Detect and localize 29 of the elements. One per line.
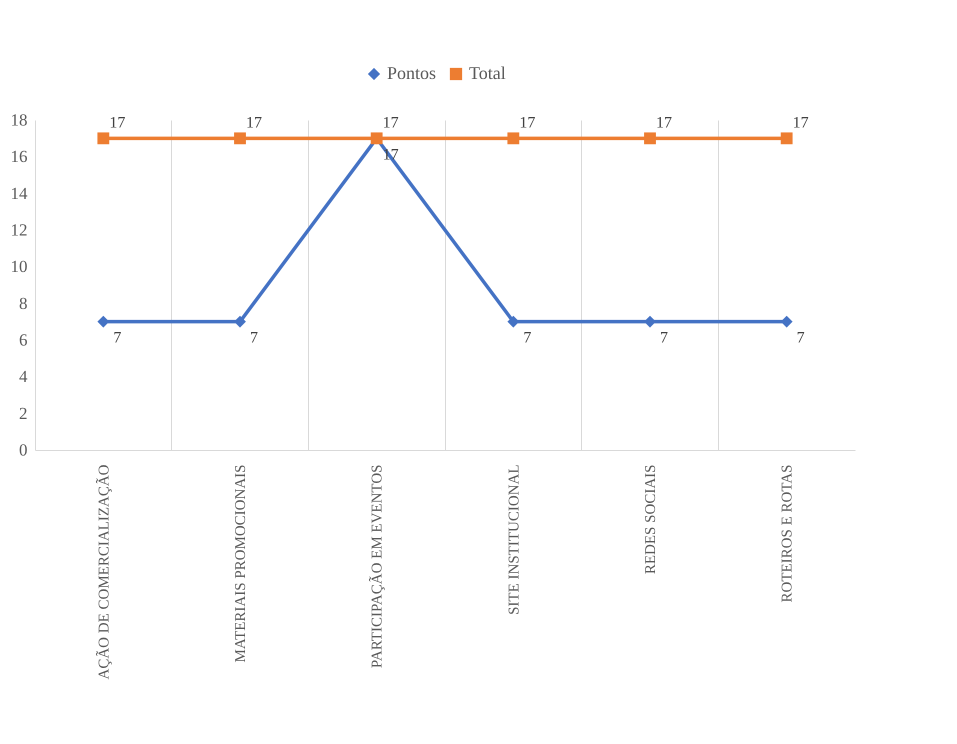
x-tick-label: MATERIAIS PROMOCIONAIS	[233, 464, 249, 662]
y-tick-label: 12	[10, 220, 28, 240]
data-label: 17	[519, 114, 536, 132]
y-tick-label: 14	[10, 184, 28, 203]
data-label: 17	[246, 114, 262, 132]
data-label: 7	[250, 330, 258, 347]
legend-label: Total	[469, 63, 506, 83]
data-label: 17	[382, 114, 399, 132]
y-tick-label: 8	[19, 294, 28, 313]
data-label: 17	[792, 114, 809, 132]
y-tick-label: 10	[10, 257, 28, 276]
y-tick-label: 16	[10, 147, 28, 166]
y-tick-label: 18	[10, 110, 28, 130]
legend-label: Pontos	[387, 63, 436, 83]
x-tick-label: PARTICIPAÇÃO EM EVENTOS	[368, 464, 386, 668]
data-label: 7	[113, 330, 122, 347]
data-label: 17	[656, 114, 672, 132]
x-tick-label: SITE INSTITUCIONAL	[506, 464, 522, 615]
data-label: 7	[523, 330, 532, 347]
y-tick-label: 2	[19, 404, 28, 423]
x-tick-label: REDES SOCIAIS	[643, 464, 659, 574]
y-tick-label: 0	[19, 440, 28, 460]
x-tick-label: AÇÃO DE COMERCIALIZAÇÃO	[95, 464, 112, 680]
y-tick-label: 6	[19, 330, 28, 350]
data-label: 7	[796, 330, 805, 347]
x-tick-label: ROTEIROS E ROTAS	[780, 464, 796, 602]
data-label: 7	[660, 330, 668, 347]
data-label: 17	[109, 114, 126, 132]
y-tick-label: 4	[19, 367, 28, 386]
